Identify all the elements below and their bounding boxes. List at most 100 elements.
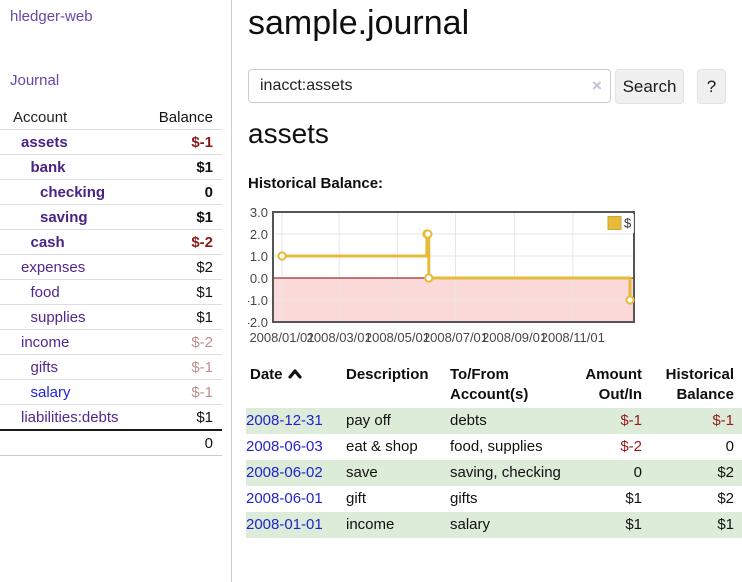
sidebar-account-link[interactable]: food [30, 283, 60, 301]
account-row: assets $-1 [0, 129, 222, 154]
account-balance: $-2 [191, 333, 213, 351]
account-balance: $-1 [191, 358, 213, 376]
account-row: salary $-1 [0, 379, 222, 404]
transaction-description: eat & shop [346, 438, 418, 455]
chart-canvas: 3.0 2.0 1.0 0.0 -1.0 -2.02008/01/012008/03/01… [246, 205, 635, 345]
account-row: supplies $1 [0, 304, 222, 329]
transaction-accounts: food, supplies [450, 438, 543, 455]
search-button[interactable]: Search [615, 69, 684, 104]
sidebar-account-link[interactable]: gifts [30, 358, 59, 376]
historical-balance: $1 [717, 516, 734, 533]
sidebar-account-link[interactable]: bank [30, 158, 66, 176]
sidebar-account-link[interactable]: assets [21, 133, 68, 151]
register-rows: 2008-12-31 pay off debts $-1 $-1 2008-06-03 ea… [246, 408, 742, 538]
account-row: checking 0 [0, 179, 222, 204]
total-balance: 0 [204, 434, 213, 452]
historical-balance: $-1 [712, 412, 734, 429]
svg-text:2008/01/01: 2008/01/01 [249, 330, 314, 345]
transaction-date-link[interactable]: 2008-12-31 [246, 412, 323, 429]
column-header-amount-out-in: Amount Out/In [585, 366, 642, 403]
sidebar-account-link[interactable]: cash [30, 233, 65, 251]
account-balance: $2 [196, 258, 213, 276]
help-button[interactable]: ? [697, 69, 726, 104]
page-title: sample.journal [248, 4, 470, 42]
transaction-accounts: saving, checking [450, 464, 561, 481]
account-column-header: Account [13, 108, 68, 126]
amount-out-in: $-1 [620, 412, 642, 429]
account-total-row: 0 [0, 429, 222, 456]
svg-text:2008/09/01: 2008/09/01 [482, 330, 547, 345]
svg-text:-2.0: -2.0 [248, 315, 268, 330]
historical-balance: $2 [717, 490, 734, 507]
account-row: bank $1 [0, 154, 222, 179]
account-tree-header: Account Balance [0, 105, 222, 129]
transaction-description: gift [346, 490, 367, 507]
account-row: gifts $-1 [0, 354, 222, 379]
svg-text:2008/05/01: 2008/05/01 [365, 330, 430, 345]
account-balance: $-1 [191, 383, 213, 401]
sidebar-account-link[interactable]: liabilities:debts [21, 408, 119, 426]
transaction-accounts: gifts [450, 490, 478, 507]
amount-out-in: 0 [633, 464, 642, 481]
main-content: sample.journal × Search ? assets Histori… [246, 0, 742, 582]
svg-text:-1.0: -1.0 [248, 293, 268, 308]
transaction-description: income [346, 516, 395, 533]
transaction-accounts: salary [450, 516, 491, 533]
transaction-description: pay off [346, 412, 391, 429]
clear-search-icon[interactable]: × [592, 76, 602, 95]
account-row: cash $-2 [0, 229, 222, 254]
sidebar-item-journal[interactable]: Journal [10, 72, 60, 89]
account-balance: $-2 [191, 233, 213, 251]
account-row: food $1 [0, 279, 222, 304]
register-row: 2008-01-01 income salary $1 $1 [246, 512, 742, 538]
account-tree: Account Balance assets $-1 bank $1 checking 0… [0, 105, 222, 456]
legend-label: $ [624, 216, 632, 231]
svg-text:2008/07/01: 2008/07/01 [423, 330, 488, 345]
transaction-accounts: debts [450, 412, 487, 429]
register-table: Date Description To/From Account(s) Amount … [246, 362, 742, 538]
transaction-date-link[interactable]: 2008-01-01 [246, 516, 323, 533]
sidebar-account-link[interactable]: income [21, 333, 70, 351]
svg-text:2008/03/01: 2008/03/01 [307, 330, 372, 345]
svg-text:1.0: 1.0 [250, 249, 268, 264]
register-row: 2008-06-01 gift gifts $1 $2 [246, 486, 742, 512]
column-header-to-from-account-s-: To/From Account(s) [450, 366, 529, 403]
register-row: 2008-06-03 eat & shop food, supplies $-2 0 [246, 434, 742, 460]
historical-balance: $2 [717, 464, 734, 481]
sidebar-account-link[interactable]: saving [40, 208, 88, 226]
register-header-row: Date Description To/From Account(s) Amount … [246, 362, 742, 408]
svg-text:2.0: 2.0 [250, 227, 268, 242]
transaction-date-link[interactable]: 2008-06-03 [246, 438, 323, 455]
sidebar-account-link[interactable]: checking [40, 183, 106, 201]
sidebar-account-link[interactable]: salary [30, 383, 71, 401]
transaction-description: save [346, 464, 378, 481]
column-header-date[interactable]: Date [246, 362, 346, 408]
svg-text:3.0: 3.0 [250, 205, 268, 220]
account-balance: $1 [196, 208, 213, 226]
svg-text:0.0: 0.0 [250, 271, 268, 286]
account-balance: $1 [196, 283, 213, 301]
account-balance: $1 [196, 408, 213, 426]
sidebar: hledger-web Journal Account Balance asse… [0, 0, 232, 582]
register-row: 2008-12-31 pay off debts $-1 $-1 [246, 408, 742, 434]
sidebar-account-link[interactable]: expenses [21, 258, 86, 276]
account-balance: $1 [196, 158, 213, 176]
account-row: expenses $2 [0, 254, 222, 279]
account-heading: assets [248, 118, 329, 149]
transaction-date-link[interactable]: 2008-06-01 [246, 490, 323, 507]
account-row: saving $1 [0, 204, 222, 229]
app-brand-link[interactable]: hledger-web [10, 8, 93, 25]
account-balance: 0 [204, 183, 213, 201]
account-row: income $-2 [0, 329, 222, 354]
search-input[interactable] [248, 69, 611, 103]
amount-out-in: $-2 [620, 438, 642, 455]
legend-swatch [607, 216, 622, 230]
amount-out-in: $1 [625, 490, 642, 507]
account-balance: $1 [196, 308, 213, 326]
account-rows: assets $-1 bank $1 checking 0 saving $1 cash $-2 e… [0, 129, 222, 429]
search-form: × Search ? [248, 69, 742, 104]
transaction-date-link[interactable]: 2008-06-02 [246, 464, 323, 481]
sort-ascending-icon [287, 369, 302, 379]
sidebar-account-link[interactable]: supplies [30, 308, 86, 326]
